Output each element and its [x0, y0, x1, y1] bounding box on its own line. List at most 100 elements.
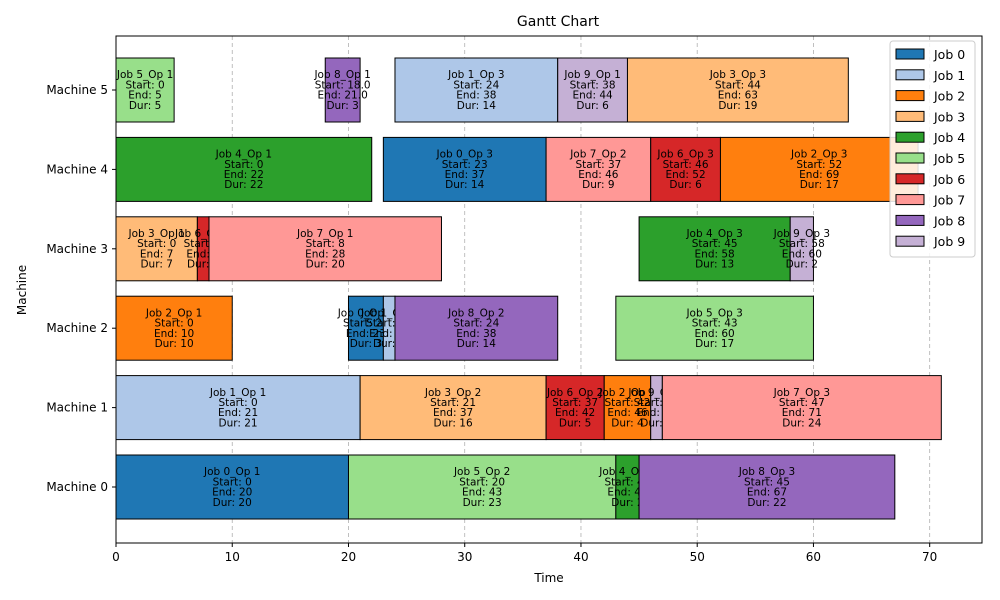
task-bar-label: Start: 21 [430, 397, 476, 409]
task-bar-label: Job 5_Op 2 [453, 466, 510, 478]
task-bar-label: Start: 18.0 [315, 79, 371, 91]
task-bar [382, 136, 547, 202]
task-bar-label: Job 0_Op 3 [436, 149, 493, 161]
legend-label: Job 2 [933, 89, 965, 104]
task-bar-label: End: 38 [456, 328, 496, 340]
task-bar-label: Job 1_Op 3 [447, 69, 504, 81]
task-bar-label: Job 2_Op 1 [145, 307, 202, 319]
legend-swatch [895, 194, 925, 206]
task-bar-label: Dur: 22 [224, 179, 263, 191]
legend-item: Job 9 [895, 234, 965, 249]
legend-item: Job 0 [895, 47, 965, 62]
task-bar-label: End: 71 [782, 407, 822, 419]
legend: Job 0 Job 1 Job 2 Job 3 Job 4 Job 5 Job 6 Job 7… [889, 40, 976, 258]
task-bar [603, 375, 652, 441]
task-bar-label: Job 1_Op 1 [209, 387, 266, 399]
legend-item: Job 6 [895, 172, 965, 187]
y-axis-title: Machine [15, 265, 29, 315]
task-bar-label: Start: 45 [744, 476, 790, 488]
legend-label: Job 3 [933, 109, 965, 124]
task-bar-label: End: 22 [224, 169, 264, 181]
task-bar-label: End: 5 [128, 90, 162, 102]
task-bar-label: End: 10 [154, 328, 194, 340]
task-bar-label: End: 63 [718, 90, 758, 102]
task-bar-label: Start: 52 [796, 159, 842, 171]
task-bar-label: Start: 38 [570, 79, 616, 91]
task-bar-label: Job 5_Op 1 [116, 69, 173, 81]
task-bar-label: End: 69 [799, 169, 839, 181]
task-bar-label: Dur: 5 [129, 100, 161, 112]
x-tick-label: 60 [806, 550, 821, 564]
task-bar-label: End: 38 [456, 90, 496, 102]
task-bar-label: Job 3_Op 1 [127, 228, 184, 240]
task-bar [545, 136, 652, 202]
x-axis-title: Time [533, 571, 563, 585]
task-bar-label: Job 5_Op 3 [685, 307, 742, 319]
task-bar-label: Dur: 2 [786, 259, 818, 271]
task-bar [661, 375, 942, 441]
task-bar-label: Dur: 19 [718, 100, 757, 112]
task-bar-label: Start: 0 [224, 159, 263, 171]
legend-swatch [895, 173, 925, 185]
task-bar-label: Start: 8 [306, 238, 345, 250]
task-bar [638, 454, 896, 520]
task-bar-label: Dur: 21 [218, 417, 257, 429]
task-bar-label: Dur: 24 [782, 417, 821, 429]
task-bar-label: Dur: 14 [457, 338, 496, 350]
task-bar-label: Start: 24 [453, 79, 499, 91]
task-bar-label: Dur: 2 [611, 497, 643, 509]
task-bar-label: Dur: 14 [445, 179, 484, 191]
legend-item: Job 5 [895, 151, 965, 166]
task-bar [208, 216, 442, 282]
x-tick-label: 70 [922, 550, 937, 564]
task-bar-label: Start: 44 [715, 79, 761, 91]
task-bar-label: End: 52 [665, 169, 705, 181]
legend-swatch [895, 235, 925, 247]
task-bar-label: Start: 58 [779, 238, 825, 250]
task-bar-label: Job 2_Op 2 [598, 387, 655, 399]
y-tick-label: Machine 1 [46, 401, 108, 415]
task-bar-label: End: 28 [305, 248, 345, 260]
x-tick-label: 50 [690, 550, 705, 564]
task-bar-label: Dur: 7 [140, 259, 172, 271]
task-bar-label: Dur: 17 [800, 179, 839, 191]
plot-frame [115, 35, 983, 544]
task-bar-label: Start: 0 [137, 238, 176, 250]
legend-label: Job 8 [933, 213, 965, 228]
task-bar-label: Start: 20 [343, 318, 389, 330]
task-bar [359, 375, 547, 441]
task-bar [394, 295, 559, 361]
task-bar-label: Job 9_Op 3 [773, 228, 830, 240]
task-bar-label: Start: 37 [575, 159, 621, 171]
task-bar-label: Dur: 20 [306, 259, 345, 271]
task-bar-label: Job 7_Op 1 [296, 228, 353, 240]
task-bar-label: End: 46 [578, 169, 619, 181]
legend-label: Job 7 [933, 193, 965, 208]
legend-swatch [895, 214, 925, 226]
y-tick-label: Machine 4 [46, 162, 108, 176]
task-bar-label: End: 7 [140, 248, 174, 260]
task-bar [650, 136, 721, 202]
legend-item: Job 7 [895, 193, 965, 208]
legend-label: Job 1 [933, 68, 965, 83]
legend-item: Job 3 [895, 109, 965, 124]
task-bar-label: Dur: 13 [695, 259, 734, 271]
task-bar-label: Start: 0 [155, 318, 194, 330]
task-bar-label: End: 44 [572, 90, 613, 102]
task-bar [115, 136, 373, 202]
